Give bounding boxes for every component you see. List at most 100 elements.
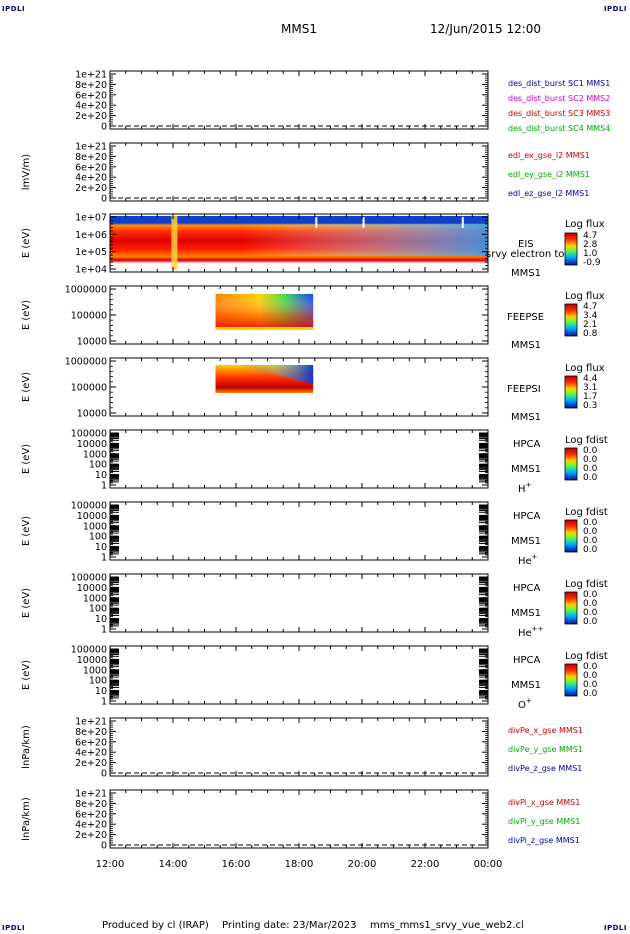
species-label: H+	[518, 481, 532, 495]
colorbar-title: Log fdist	[565, 579, 608, 590]
colorbar-value: 0.0	[583, 680, 598, 690]
colorbar-value: -0.9	[583, 258, 601, 268]
y-tick-label: 4e+20	[75, 101, 107, 112]
y-tick-label: 8e+20	[75, 152, 107, 163]
time-tick-label: 16:00	[222, 859, 251, 870]
y-axis-label: E (eV)	[21, 228, 32, 258]
y-tick-label: 1000000	[65, 285, 107, 296]
y-tick-label: 1000000	[65, 357, 107, 368]
colorbar	[564, 447, 578, 481]
spacecraft-label: MMS1	[511, 680, 541, 691]
colorbar-value: 0.0	[583, 617, 598, 627]
y-tick-label: 10000	[77, 511, 107, 522]
colorbar-value: 0.0	[583, 464, 598, 474]
y-axis-label: lnPa/km)	[21, 725, 32, 769]
colorbar-value: 0.0	[583, 536, 598, 546]
y-tick-label: 1	[101, 481, 107, 492]
y-tick-label: 1	[101, 697, 107, 708]
colorbar-value: 0.0	[583, 473, 598, 483]
y-tick-label: 1000	[83, 593, 107, 604]
y-tick-label: 10000	[77, 337, 107, 348]
colorbar-value: 0.0	[583, 599, 598, 609]
y-tick-label: 8e+20	[75, 727, 107, 738]
legend-item: divPi_x_gse MMS1	[508, 798, 580, 807]
legend-item: divPi_y_gse MMS1	[508, 817, 580, 826]
legend-item: edl_ex_gse_l2 MMS1	[508, 151, 590, 160]
colorbar-value: 3.4	[583, 311, 598, 321]
panel-5: 1000000 100000 10000 E (eV) FEEPSI MMS1 Log fl…	[21, 357, 605, 424]
colorbar-title: Log flux	[565, 363, 605, 374]
panel-frame	[109, 501, 489, 561]
instrument-label: HPCA	[513, 511, 541, 522]
spacecraft-label: MMS1	[511, 340, 541, 351]
y-tick-label: 1e+07	[75, 213, 107, 224]
colorbar-value: 0.0	[583, 689, 598, 699]
colorbar-value: 0.0	[583, 545, 598, 555]
y-axis-label: lnPa/km)	[21, 797, 32, 841]
y-tick-label: 0	[101, 769, 107, 780]
spacecraft-label: MMS1	[511, 536, 541, 547]
y-tick-label: 100000	[71, 429, 107, 440]
overlap-label: srvy electron to	[486, 249, 564, 260]
y-axis-label: lmV/m)	[21, 154, 32, 190]
instrument-label: HPCA	[513, 439, 541, 450]
colorbar-value: 0.0	[583, 590, 598, 600]
y-tick-label: 6e+20	[75, 90, 107, 101]
y-tick-label: 0	[101, 194, 107, 205]
species-label: He++	[518, 625, 544, 639]
species-charge: +	[526, 481, 532, 489]
time-tick-label: 20:00	[348, 859, 377, 870]
colorbar-title: Log fdist	[565, 651, 608, 662]
footer-printing-date: Printing date: 23/Mar/2023	[222, 920, 357, 931]
y-tick-label: 8e+20	[75, 80, 107, 91]
eis-spectrogram-fade	[110, 224, 488, 256]
y-axis-label: E (eV)	[21, 660, 32, 690]
legend-item: edl_ez_gse_l2 MMS1	[508, 189, 589, 198]
y-tick-label: 10	[95, 614, 107, 625]
panel-4: 1000000 100000 10000 E (eV) FEEPSE MMS1 Log fl…	[21, 285, 605, 352]
y-axis-label: E (eV)	[21, 300, 32, 330]
legend-item: des_dist_burst SC3 MMS3	[508, 109, 610, 118]
legend-item: des_dist_burst SC1 MMS1	[508, 79, 610, 88]
instrument-label: FEEPSE	[507, 312, 544, 323]
legend-item: des_dist_burst SC4 MMS4	[508, 124, 610, 133]
colorbar-value: 3.1	[583, 383, 597, 393]
colorbar-title: Log flux	[565, 291, 605, 302]
y-tick-label: 10	[95, 686, 107, 697]
spacecraft-label: MMS1	[511, 464, 541, 475]
colorbar-value: 2.8	[583, 240, 598, 250]
panel-frame	[109, 70, 489, 130]
y-tick-label: 1e+05	[75, 247, 107, 258]
colorbar-value: 4.7	[583, 302, 597, 312]
panel-frame	[109, 789, 489, 849]
colorbar	[564, 591, 578, 625]
y-tick-label: 1e+21	[75, 717, 107, 728]
y-tick-label: 6e+20	[75, 809, 107, 820]
y-tick-label: 1e+06	[75, 230, 107, 241]
y-tick-label: 100000	[71, 383, 107, 394]
colorbar	[564, 303, 578, 337]
colorbar	[564, 519, 578, 553]
y-tick-label: 1e+04	[75, 265, 107, 276]
instrument-label: HPCA	[513, 583, 541, 594]
y-tick-label: 6e+20	[75, 162, 107, 173]
y-tick-label: 10000	[77, 409, 107, 420]
y-tick-label: 2e+20	[75, 111, 107, 122]
instrument-label: FEEPSI	[507, 384, 541, 395]
species-charge: +	[532, 553, 538, 561]
time-tick-label: 22:00	[411, 859, 440, 870]
colorbar-value: 0.0	[583, 518, 598, 528]
y-tick-label: 10000	[77, 655, 107, 666]
feepse-spectrogram-base	[215, 327, 314, 330]
spacecraft-label: MMS1	[511, 412, 541, 423]
legend-item: divPe_y_gse MMS1	[508, 745, 583, 754]
y-tick-label: 10000	[77, 583, 107, 594]
